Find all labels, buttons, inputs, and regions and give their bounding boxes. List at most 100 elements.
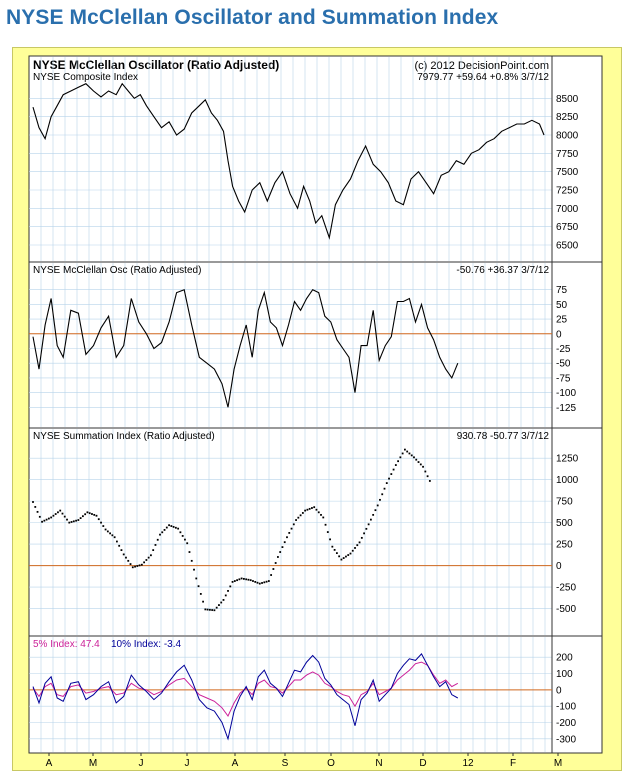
panel-label: NYSE Composite Index bbox=[33, 72, 138, 83]
summation-dot bbox=[118, 544, 121, 547]
summation-dot bbox=[111, 534, 114, 537]
summation-dot bbox=[45, 518, 48, 521]
summation-dot bbox=[270, 574, 273, 576]
summation-dot bbox=[97, 518, 100, 521]
summation-dot bbox=[193, 568, 195, 571]
x-tick-label: M bbox=[554, 758, 562, 769]
summation-dot bbox=[363, 532, 365, 535]
summation-dot bbox=[70, 521, 73, 523]
summation-dot bbox=[340, 558, 343, 561]
summation-dot bbox=[267, 580, 270, 582]
summation-dot bbox=[367, 523, 370, 526]
summation-dot bbox=[199, 593, 202, 595]
summation-dot bbox=[75, 519, 77, 522]
summation-dot bbox=[422, 465, 424, 468]
summation-dot bbox=[43, 519, 46, 522]
panel-label: NYSE Summation Index (Ratio Adjusted) bbox=[33, 431, 215, 442]
summation-dot bbox=[326, 531, 329, 533]
summation-dot bbox=[218, 604, 220, 606]
summation-dot bbox=[419, 463, 422, 466]
y-tick-label: -250 bbox=[556, 583, 576, 594]
summation-dot bbox=[177, 527, 180, 530]
summation-dot bbox=[297, 516, 300, 519]
summation-dot bbox=[236, 579, 238, 582]
summation-dot bbox=[131, 566, 134, 569]
summation-dot bbox=[59, 509, 62, 512]
summation-dot bbox=[120, 549, 123, 552]
summation-dot bbox=[365, 527, 368, 530]
summation-dot bbox=[72, 520, 75, 523]
x-tick-label: N bbox=[375, 758, 382, 769]
summation-dot bbox=[224, 594, 227, 597]
page-title: NYSE McClellan Oscillator and Summation … bbox=[6, 6, 499, 29]
summation-dot bbox=[240, 577, 243, 580]
summation-dot bbox=[122, 553, 125, 556]
summation-dot bbox=[406, 450, 409, 453]
panel-readout: 7979.77 +59.64 +0.8% 3/7/12 bbox=[417, 72, 549, 83]
summation-dot bbox=[383, 487, 386, 490]
summation-dot bbox=[233, 580, 236, 582]
y-tick-label: -500 bbox=[556, 604, 576, 615]
summation-dot bbox=[265, 580, 268, 583]
summation-dot bbox=[238, 578, 241, 581]
summation-dot bbox=[410, 454, 413, 457]
summation-dot bbox=[417, 461, 420, 463]
summation-dot bbox=[104, 528, 107, 531]
summation-dot bbox=[50, 516, 53, 519]
summation-dot bbox=[220, 601, 223, 604]
x-tick-label: J bbox=[139, 758, 144, 769]
summation-dot bbox=[413, 456, 415, 459]
y-tick-label: -75 bbox=[556, 373, 571, 384]
summation-dot bbox=[308, 507, 311, 510]
summation-dot bbox=[127, 559, 130, 562]
summation-dot bbox=[317, 511, 320, 514]
summation-dot bbox=[392, 468, 395, 471]
y-tick-label: 250 bbox=[556, 540, 573, 551]
summation-dot bbox=[390, 473, 393, 475]
summation-dot bbox=[116, 540, 118, 543]
summation-dot bbox=[231, 580, 234, 583]
summation-dot bbox=[147, 556, 150, 559]
summation-dot bbox=[372, 513, 375, 516]
summation-dot bbox=[222, 599, 225, 601]
summation-dot bbox=[86, 511, 89, 514]
summation-dot bbox=[342, 557, 345, 559]
summation-dot bbox=[145, 559, 148, 561]
summation-dot bbox=[399, 456, 402, 459]
summation-dot bbox=[152, 549, 155, 552]
summation-dot bbox=[54, 513, 57, 515]
y-tick-label: 0 bbox=[556, 685, 562, 696]
summation-dot bbox=[95, 514, 98, 517]
summation-dot bbox=[77, 519, 80, 521]
summation-dot bbox=[274, 562, 277, 564]
summation-dot bbox=[181, 535, 184, 537]
summation-dot bbox=[329, 538, 331, 541]
summation-dot bbox=[36, 510, 39, 513]
summation-dot bbox=[379, 498, 381, 501]
summation-dot bbox=[140, 563, 143, 566]
summation-dot bbox=[159, 533, 161, 536]
summation-dot bbox=[331, 545, 334, 548]
summation-dot bbox=[415, 458, 418, 461]
summation-dot bbox=[385, 482, 388, 484]
y-tick-label: 6750 bbox=[556, 222, 579, 233]
y-tick-label: 7250 bbox=[556, 186, 579, 197]
summation-dot bbox=[66, 518, 68, 521]
y-tick-label: 50 bbox=[556, 300, 568, 311]
summation-dot bbox=[41, 520, 43, 523]
summation-dot bbox=[428, 480, 431, 482]
summation-dot bbox=[351, 549, 354, 552]
summation-dot bbox=[79, 517, 82, 520]
x-tick-label: S bbox=[282, 758, 289, 769]
summation-dot bbox=[163, 529, 166, 531]
y-tick-label: -300 bbox=[556, 734, 576, 745]
summation-dot bbox=[63, 515, 66, 518]
summation-dot bbox=[245, 578, 248, 581]
y-tick-label: 200 bbox=[556, 653, 573, 664]
summation-dot bbox=[279, 551, 282, 553]
summation-dot bbox=[213, 609, 216, 612]
summation-dot bbox=[286, 536, 288, 539]
y-tick-label: -200 bbox=[556, 718, 576, 729]
summation-dot bbox=[34, 506, 37, 508]
summation-dot bbox=[252, 580, 254, 582]
